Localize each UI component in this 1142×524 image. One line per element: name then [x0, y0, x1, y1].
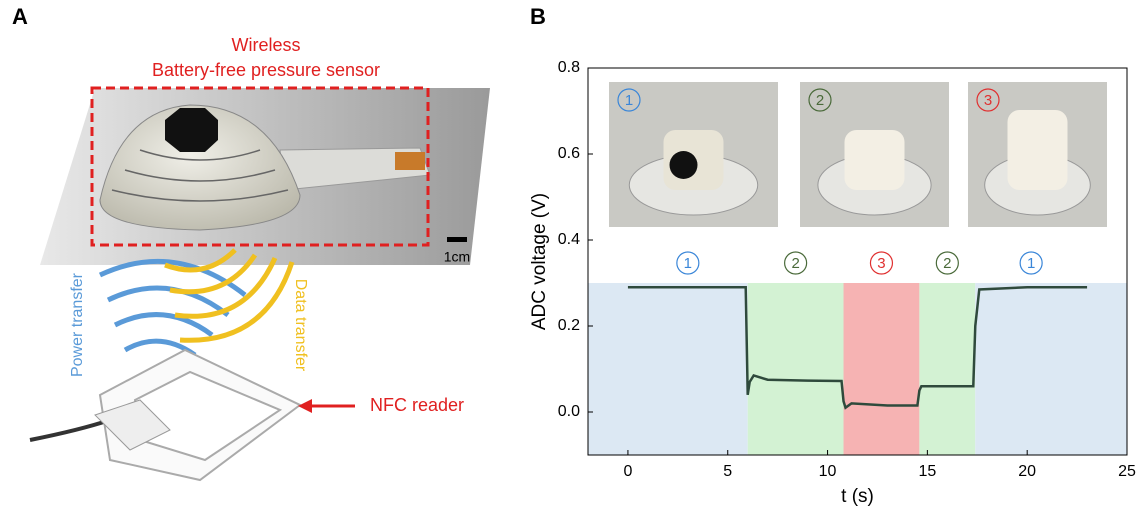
label: Battery-free pressure sensor	[152, 60, 380, 80]
inset-badge	[808, 88, 832, 112]
y-tick-label: 0.2	[558, 317, 580, 334]
x-tick-label: 20	[1018, 463, 1036, 480]
y-tick-label: 0.4	[558, 231, 580, 248]
x-tick-label: 15	[918, 463, 936, 480]
label: NFC reader	[370, 395, 464, 415]
chip	[395, 152, 425, 170]
panel-letter: A	[12, 4, 28, 29]
region-badge	[869, 251, 894, 275]
inset-object	[844, 130, 905, 190]
y-tick-label: 0.6	[558, 145, 580, 162]
region-label: 3	[877, 255, 885, 272]
sensor-pad	[165, 108, 218, 152]
region	[747, 283, 844, 455]
dome-rings	[111, 149, 289, 202]
reader-module	[94, 399, 171, 451]
label: 1cm	[444, 249, 470, 265]
inset-label: 1	[625, 92, 633, 109]
inset-pad	[669, 151, 698, 179]
region-label: 2	[943, 255, 951, 272]
data-waves	[164, 248, 295, 343]
label: Wireless	[231, 35, 300, 55]
cable	[29, 418, 111, 442]
plot-frame	[587, 67, 1128, 456]
region-badge	[1019, 251, 1043, 275]
region-badge	[935, 251, 959, 275]
y-tick-label: 0.8	[558, 59, 580, 76]
x-tick-label: 0	[623, 463, 632, 480]
region-badge	[676, 251, 700, 275]
data-line	[627, 286, 1088, 410]
region	[919, 283, 976, 455]
arrow-head	[298, 399, 312, 413]
scale-bar	[447, 237, 467, 242]
label: Data transfer	[292, 279, 309, 372]
inset-badge	[617, 88, 641, 112]
highlight-box	[90, 86, 430, 247]
region	[975, 283, 1127, 455]
x-tick-label: 10	[819, 463, 837, 480]
x-tick-label: 5	[723, 463, 732, 480]
region	[843, 283, 920, 455]
region-label: 2	[791, 255, 799, 272]
region-label: 1	[684, 255, 692, 272]
region	[588, 283, 748, 455]
dome	[99, 104, 301, 231]
x-axis-label: t (s)	[841, 486, 874, 507]
inset-label: 2	[816, 92, 824, 109]
label: Power transfer	[69, 272, 86, 377]
y-axis-label: ADC voltage (V)	[529, 193, 550, 330]
x-tick-label: 25	[1118, 463, 1136, 480]
y-tick-label: 0.0	[558, 403, 580, 420]
power-waves	[98, 258, 247, 358]
inset-object	[1007, 110, 1068, 190]
inset-label: 3	[984, 92, 992, 109]
region-badge	[784, 251, 808, 275]
inset-badge	[976, 88, 1000, 112]
panel-letter: B	[530, 4, 546, 29]
region-label: 1	[1027, 255, 1035, 272]
